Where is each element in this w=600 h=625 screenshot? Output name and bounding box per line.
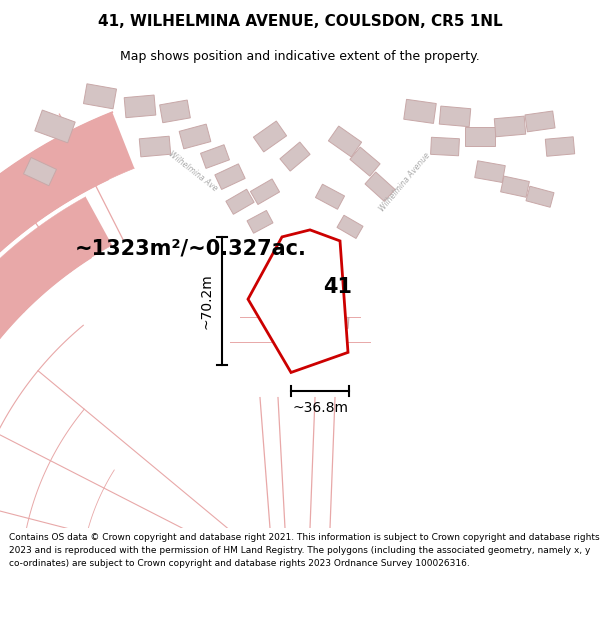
Polygon shape	[179, 124, 211, 149]
Polygon shape	[316, 184, 344, 209]
Polygon shape	[160, 100, 190, 122]
Polygon shape	[431, 138, 460, 156]
Polygon shape	[0, 197, 112, 625]
Polygon shape	[500, 176, 529, 198]
Polygon shape	[475, 161, 505, 182]
Polygon shape	[248, 230, 348, 372]
Polygon shape	[200, 145, 229, 168]
Polygon shape	[83, 84, 116, 109]
Polygon shape	[404, 99, 436, 123]
Polygon shape	[439, 106, 471, 127]
Polygon shape	[250, 179, 280, 204]
Polygon shape	[526, 186, 554, 208]
Polygon shape	[545, 137, 575, 156]
Text: ~70.2m: ~70.2m	[200, 273, 214, 329]
Polygon shape	[23, 158, 56, 186]
Polygon shape	[337, 215, 363, 239]
Polygon shape	[253, 121, 287, 152]
Polygon shape	[307, 321, 323, 334]
Polygon shape	[331, 316, 349, 329]
Polygon shape	[35, 110, 75, 143]
Polygon shape	[465, 127, 495, 146]
Polygon shape	[350, 147, 380, 176]
Polygon shape	[0, 112, 134, 625]
Polygon shape	[285, 325, 305, 340]
Text: Wilhelmina Avenue: Wilhelmina Avenue	[378, 151, 432, 213]
Polygon shape	[494, 116, 526, 137]
Text: Wilhelmina Ave: Wilhelmina Ave	[167, 150, 219, 194]
Polygon shape	[280, 142, 310, 171]
Polygon shape	[328, 126, 362, 157]
Polygon shape	[365, 172, 395, 201]
Text: ~1323m²/~0.327ac.: ~1323m²/~0.327ac.	[75, 239, 307, 259]
Polygon shape	[226, 189, 254, 214]
Polygon shape	[215, 164, 245, 189]
Text: ~36.8m: ~36.8m	[292, 401, 348, 414]
Text: Contains OS data © Crown copyright and database right 2021. This information is : Contains OS data © Crown copyright and d…	[9, 533, 599, 569]
Polygon shape	[525, 111, 555, 132]
Polygon shape	[124, 95, 156, 118]
Polygon shape	[247, 211, 273, 233]
Polygon shape	[139, 136, 171, 157]
Text: 41: 41	[323, 277, 353, 297]
Text: 41, WILHELMINA AVENUE, COULSDON, CR5 1NL: 41, WILHELMINA AVENUE, COULSDON, CR5 1NL	[98, 14, 502, 29]
Text: Map shows position and indicative extent of the property.: Map shows position and indicative extent…	[120, 50, 480, 62]
